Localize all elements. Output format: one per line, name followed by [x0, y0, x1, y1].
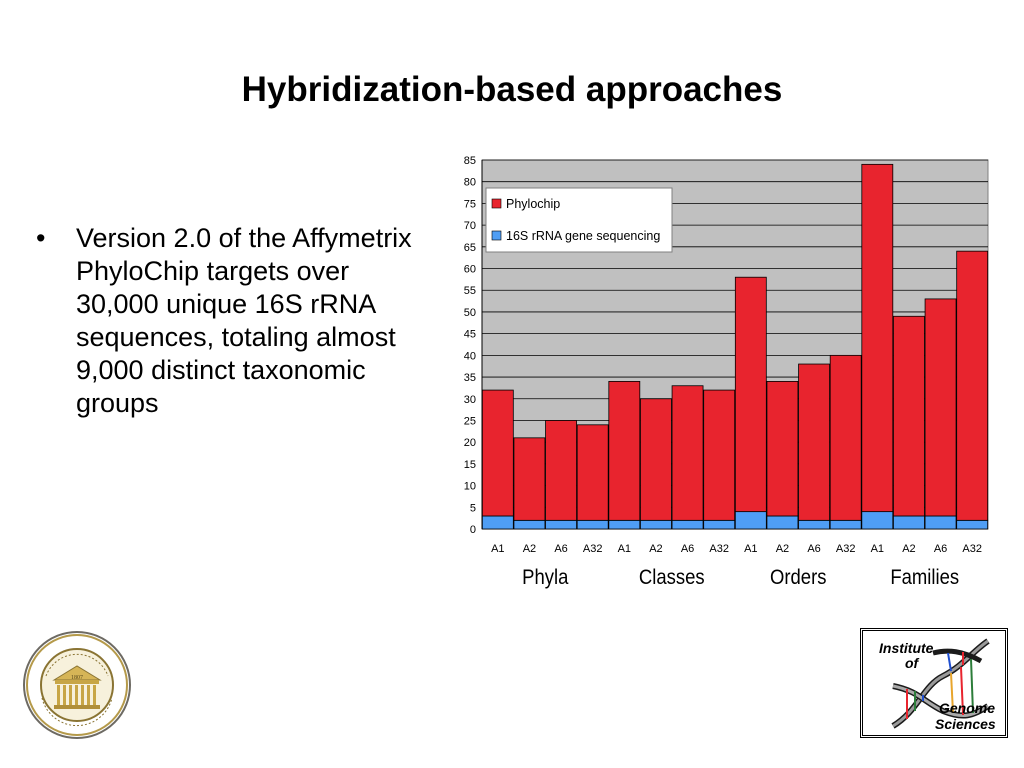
y-tick-label: 75 [464, 198, 476, 210]
y-tick-label: 40 [464, 350, 476, 362]
legend-label: Phylochip [506, 197, 560, 211]
bar-phylochip [481, 389, 514, 517]
y-tick-label: 35 [464, 372, 476, 384]
y-tick-label: 25 [464, 415, 476, 427]
y-tick-label: 30 [464, 394, 476, 406]
y-tick-label: 60 [464, 264, 476, 276]
bar-phylochip [734, 276, 767, 513]
bar-sequencing [734, 511, 767, 530]
x-tick-label: A1 [618, 543, 631, 555]
bar-phylochip [924, 298, 957, 517]
bar-sequencing [766, 515, 799, 530]
x-tick-label: A32 [709, 543, 729, 555]
y-tick-label: 45 [464, 329, 476, 341]
bar-sequencing [671, 519, 704, 530]
x-tick-label: A2 [649, 543, 662, 555]
x-tick-label: A1 [871, 543, 884, 555]
igs-text-sciences: Sciences [935, 716, 996, 732]
bar-sequencing [924, 515, 957, 530]
x-tick-label: A6 [934, 543, 947, 555]
bar-phylochip [766, 380, 799, 517]
x-tick-label: A2 [523, 543, 536, 555]
legend-swatch [491, 230, 502, 241]
x-tick-label: A1 [744, 543, 757, 555]
bar-phylochip [513, 437, 546, 521]
x-tick-label: A32 [836, 543, 856, 555]
igs-logo: Institute of Genome Sciences [860, 628, 1008, 738]
igs-text-institute: Institute [879, 640, 934, 656]
x-tick-label: A1 [491, 543, 504, 555]
group-label: Orders [770, 566, 827, 589]
bullet-list: • Version 2.0 of the Affymetrix PhyloChi… [30, 222, 420, 420]
bar-sequencing [893, 515, 925, 530]
bar-phylochip [640, 398, 672, 521]
stacked-bar-chart: 0 5 10 15 20 25 30 35 40 45 50 55 60 65 70 75 80 85 A1 A2 A6… [464, 155, 989, 589]
y-tick-label: 80 [464, 177, 476, 189]
x-tick-label: A2 [776, 543, 789, 555]
bar-phylochip [798, 363, 830, 521]
bar-sequencing [545, 519, 577, 530]
bar-phylochip [608, 380, 641, 521]
bar-sequencing [640, 519, 672, 530]
y-tick-label: 5 [470, 502, 476, 514]
slide-title: Hybridization-based approaches [241, 70, 783, 109]
bar-sequencing [608, 519, 641, 530]
x-tick-label: A6 [554, 543, 567, 555]
bar-phylochip [545, 420, 577, 521]
legend-label: 16S rRNA gene sequencing [506, 229, 660, 243]
bar-sequencing [576, 519, 609, 530]
bullet-dot: • [36, 223, 46, 253]
y-tick-label: 70 [464, 220, 476, 232]
bar-phylochip [861, 163, 894, 513]
y-tick-label: 65 [464, 242, 476, 254]
bar-sequencing [956, 519, 989, 530]
y-tick-label: 50 [464, 307, 476, 319]
y-tick-label: 85 [464, 155, 476, 167]
bar-sequencing [829, 519, 862, 530]
x-tick-label: A2 [902, 543, 915, 555]
legend-swatch [491, 198, 502, 209]
bar-phylochip [703, 389, 736, 521]
group-label: Classes [639, 566, 705, 589]
bullet-item: • Version 2.0 of the Affymetrix PhyloChi… [36, 222, 420, 420]
bar-sequencing [481, 515, 514, 530]
igs-text-genome: Genome [939, 700, 996, 716]
bar-sequencing [861, 511, 894, 530]
x-tick-label: A6 [681, 543, 694, 555]
y-tick-label: 55 [464, 285, 476, 297]
group-label: Phyla [522, 566, 568, 589]
y-tick-label: 10 [464, 481, 476, 493]
y-tick-label: 20 [464, 437, 476, 449]
university-seal-icon: 1807 [23, 631, 131, 739]
y-tick-label: 15 [464, 459, 476, 471]
bar-phylochip [671, 385, 704, 521]
bar-phylochip [829, 354, 862, 521]
group-label: Families [890, 566, 959, 589]
x-tick-label: A32 [583, 543, 603, 555]
bar-phylochip [956, 250, 989, 521]
bar-phylochip [893, 315, 925, 517]
y-tick-label: 0 [470, 524, 476, 536]
bar-sequencing [513, 519, 546, 530]
x-tick-label: A32 [962, 543, 982, 555]
igs-text-of: of [905, 655, 919, 671]
bar-sequencing [703, 519, 736, 530]
legend-box [485, 187, 673, 253]
x-tick-label: A6 [807, 543, 820, 555]
bar-phylochip [576, 424, 609, 521]
bullet-text: Version 2.0 of the Affymetrix PhyloChip … [76, 223, 412, 418]
seal-year: 1807 [71, 675, 83, 681]
bar-sequencing [798, 519, 830, 530]
dna-helix-icon [891, 638, 990, 729]
